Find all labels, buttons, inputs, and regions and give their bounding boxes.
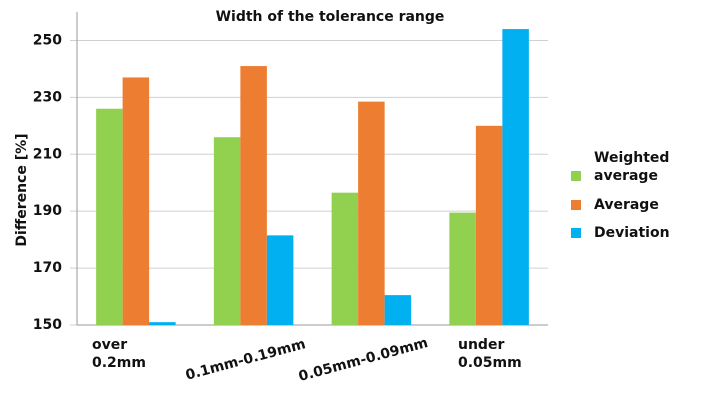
y-tick-label: 170 <box>33 260 62 276</box>
bar <box>213 137 241 325</box>
y-tick-label: 230 <box>33 89 62 105</box>
bar <box>122 77 150 325</box>
bar <box>96 108 123 325</box>
y-tick-label: 190 <box>33 203 62 219</box>
bar <box>358 101 385 325</box>
legend-label: Weighted average <box>594 150 670 184</box>
y-axis-label: Difference [%] <box>14 133 30 246</box>
x-tick-label: over 0.2mm <box>92 337 146 371</box>
y-tick-label: 210 <box>33 146 62 162</box>
bar <box>266 235 294 325</box>
bar <box>331 192 359 325</box>
y-tick-label: 250 <box>33 32 62 48</box>
legend-swatch <box>571 228 581 238</box>
x-tick-label: 0.05mm-0.09mm <box>297 335 430 385</box>
bar <box>502 29 529 326</box>
chart-title: Width of the tolerance range <box>216 9 445 25</box>
y-tick-label: 150 <box>33 317 62 333</box>
bar <box>449 212 476 325</box>
bar <box>240 66 267 326</box>
x-tick-label: 0.1mm-0.19mm <box>184 336 307 383</box>
bar <box>149 322 176 325</box>
legend-label: Average <box>594 197 659 213</box>
legend-swatch <box>571 171 581 181</box>
bar <box>475 125 503 326</box>
x-tick-label: under 0.05mm <box>458 337 522 371</box>
bar <box>384 295 412 325</box>
legend-label: Deviation <box>594 225 670 241</box>
legend-swatch <box>571 200 581 210</box>
